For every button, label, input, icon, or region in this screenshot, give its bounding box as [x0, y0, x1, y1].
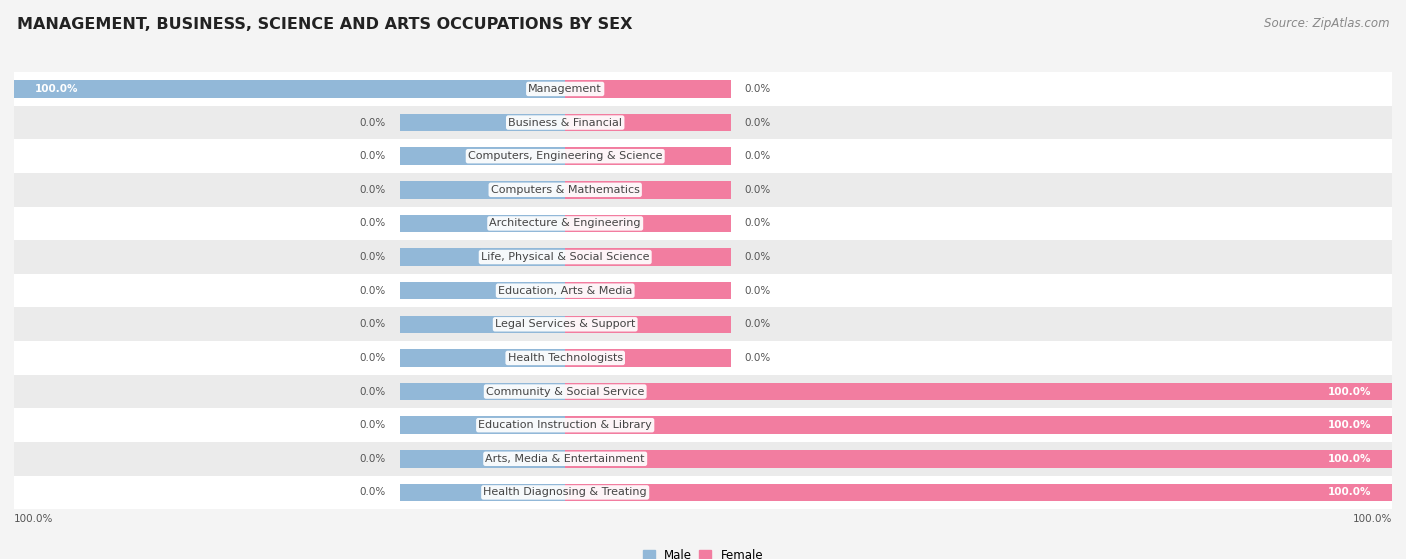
Text: Architecture & Engineering: Architecture & Engineering	[489, 219, 641, 229]
Text: Computers & Mathematics: Computers & Mathematics	[491, 185, 640, 195]
Text: 0.0%: 0.0%	[360, 185, 387, 195]
Text: 0.0%: 0.0%	[744, 84, 770, 94]
Legend: Male, Female: Male, Female	[638, 544, 768, 559]
Bar	[399, 248, 565, 266]
Text: 0.0%: 0.0%	[360, 151, 387, 161]
Bar	[14, 207, 1392, 240]
Text: 0.0%: 0.0%	[744, 185, 770, 195]
Text: Education Instruction & Library: Education Instruction & Library	[478, 420, 652, 430]
Bar	[399, 282, 565, 300]
Bar	[399, 181, 565, 198]
Text: 0.0%: 0.0%	[360, 117, 387, 127]
Text: 0.0%: 0.0%	[360, 252, 387, 262]
Text: 0.0%: 0.0%	[744, 252, 770, 262]
Text: Business & Financial: Business & Financial	[508, 117, 623, 127]
Bar	[14, 409, 1392, 442]
Bar	[399, 114, 565, 131]
Bar	[14, 173, 1392, 207]
Bar	[565, 148, 731, 165]
Bar	[399, 148, 565, 165]
Bar	[14, 442, 1392, 476]
Bar	[14, 476, 1392, 509]
Text: 0.0%: 0.0%	[744, 219, 770, 229]
Text: Source: ZipAtlas.com: Source: ZipAtlas.com	[1264, 17, 1389, 30]
Text: 0.0%: 0.0%	[360, 487, 387, 498]
Bar	[565, 349, 731, 367]
Text: 100.0%: 100.0%	[1327, 487, 1371, 498]
Bar	[14, 80, 565, 98]
Text: 0.0%: 0.0%	[360, 286, 387, 296]
Bar	[399, 349, 565, 367]
Bar	[14, 274, 1392, 307]
Text: 100.0%: 100.0%	[14, 514, 53, 524]
Text: Health Technologists: Health Technologists	[508, 353, 623, 363]
Bar	[399, 450, 565, 467]
Text: Education, Arts & Media: Education, Arts & Media	[498, 286, 633, 296]
Text: 0.0%: 0.0%	[360, 353, 387, 363]
Text: 0.0%: 0.0%	[744, 353, 770, 363]
Text: Legal Services & Support: Legal Services & Support	[495, 319, 636, 329]
Text: 0.0%: 0.0%	[744, 319, 770, 329]
Text: 100.0%: 100.0%	[35, 84, 79, 94]
Text: 0.0%: 0.0%	[360, 420, 387, 430]
Bar	[399, 383, 565, 400]
Bar	[565, 114, 731, 131]
Bar	[565, 383, 1392, 400]
Text: 0.0%: 0.0%	[360, 319, 387, 329]
Text: Community & Social Service: Community & Social Service	[486, 387, 644, 396]
Text: 0.0%: 0.0%	[360, 454, 387, 464]
Bar	[565, 215, 731, 232]
Bar	[14, 307, 1392, 341]
Bar	[399, 416, 565, 434]
Text: Health Diagnosing & Treating: Health Diagnosing & Treating	[484, 487, 647, 498]
Bar	[565, 248, 731, 266]
Bar	[565, 484, 1392, 501]
Text: 0.0%: 0.0%	[744, 286, 770, 296]
Bar	[565, 450, 1392, 467]
Text: 100.0%: 100.0%	[1327, 454, 1371, 464]
Bar	[14, 341, 1392, 375]
Bar	[565, 80, 731, 98]
Text: 0.0%: 0.0%	[744, 151, 770, 161]
Bar	[14, 240, 1392, 274]
Bar	[14, 106, 1392, 139]
Text: 100.0%: 100.0%	[1327, 387, 1371, 396]
Text: MANAGEMENT, BUSINESS, SCIENCE AND ARTS OCCUPATIONS BY SEX: MANAGEMENT, BUSINESS, SCIENCE AND ARTS O…	[17, 17, 633, 32]
Bar	[565, 316, 731, 333]
Text: 0.0%: 0.0%	[360, 219, 387, 229]
Bar	[399, 484, 565, 501]
Bar	[399, 215, 565, 232]
Bar	[399, 316, 565, 333]
Text: Arts, Media & Entertainment: Arts, Media & Entertainment	[485, 454, 645, 464]
Text: Management: Management	[529, 84, 602, 94]
Bar	[14, 72, 1392, 106]
Bar	[565, 416, 1392, 434]
Bar	[14, 375, 1392, 409]
Text: 0.0%: 0.0%	[744, 117, 770, 127]
Text: Computers, Engineering & Science: Computers, Engineering & Science	[468, 151, 662, 161]
Bar	[565, 181, 731, 198]
Text: Life, Physical & Social Science: Life, Physical & Social Science	[481, 252, 650, 262]
Text: 100.0%: 100.0%	[1327, 420, 1371, 430]
Bar	[565, 282, 731, 300]
Text: 100.0%: 100.0%	[1353, 514, 1392, 524]
Text: 0.0%: 0.0%	[360, 387, 387, 396]
Bar	[14, 139, 1392, 173]
